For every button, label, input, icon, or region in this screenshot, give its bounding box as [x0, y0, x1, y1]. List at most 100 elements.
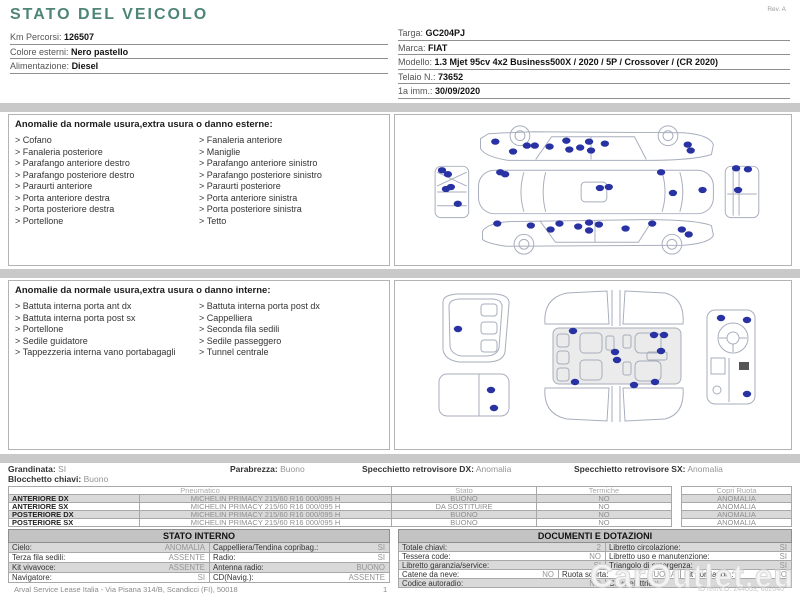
antenna-radio-label: Antenna radio:: [213, 563, 264, 572]
damage-dot: [594, 221, 604, 228]
anomaly-item: > Battuta interna porta post sx: [15, 312, 136, 323]
anomaly-item: > Porta anteriore sinistra: [199, 192, 298, 203]
alimentazione-label: Alimentazione:: [10, 61, 70, 71]
documenti-row: Codice autoradio: NO Cavo elettrico:: [398, 578, 792, 588]
totale-chiavi-label: Totale chiavi:: [402, 542, 448, 552]
documenti-title: DOCUMENTI E DOTAZIONI: [398, 529, 792, 543]
damage-dot: [742, 390, 752, 398]
check-specchietto-dx: Specchietto retrovisore DX: Anomalia: [362, 464, 574, 474]
anomaly-item: > Parafango posteriore destro: [15, 169, 135, 180]
exterior-car-diagram-svg: [434, 125, 760, 255]
info-row-targa: Targa: GC204PJ: [398, 26, 790, 41]
damage-dot: [570, 378, 580, 386]
libretto-uso-label: Libretto uso e manutenzione:: [609, 551, 710, 561]
interior-anomalies-panel: Anomalie da normale usura,extra usura o …: [8, 280, 390, 450]
grandinata-label: Grandinata:: [8, 464, 56, 474]
damage-dot: [565, 146, 574, 153]
damage-dot: [574, 223, 583, 230]
parabrezza-label: Parabrezza:: [230, 464, 278, 474]
separator-bar: [0, 454, 800, 463]
codice-autoradio-value: NO: [526, 578, 606, 588]
document-id: ID ref/N.O. 244053, 602040: [698, 586, 784, 593]
damage-dot: [453, 200, 462, 207]
ruota-scorta-value: BUONA: [631, 569, 681, 579]
damage-dot: [668, 189, 678, 197]
damage-dot: [649, 331, 659, 339]
tire-table: Pneumatico Stato Termiche Copri Ruota AN…: [8, 486, 794, 527]
documenti-row-ruota-scorta: Catene da neve: NO Ruota scorta: BUONA K…: [398, 569, 792, 579]
interior-anomalies-columns: > Battuta interna porta ant dx > Battuta …: [15, 301, 383, 359]
damage-dot: [491, 138, 500, 145]
terza-fila-label: Terza fila sedili:: [12, 553, 66, 562]
colore-value: Nero pastello: [71, 46, 129, 57]
info-row-colore: Colore esterni: Nero pastello: [10, 45, 388, 59]
damage-dot: [743, 166, 753, 173]
catene-neve-value: NO: [479, 569, 559, 579]
damage-dot: [595, 184, 605, 192]
info-row-marca: Marca: FIAT: [398, 41, 790, 55]
cappelliera-value: SI: [377, 543, 385, 552]
tire-position: POSTERIORE SX: [8, 518, 140, 527]
anomaly-item: > Porta anteriore destra: [15, 192, 110, 203]
damage-dot: [586, 147, 596, 154]
info-row-immatricolazione: 1a imm.: 30/09/2020: [398, 84, 790, 99]
documenti-row: Totale chiavi: 2 Libretto circolazione: …: [398, 542, 792, 552]
damage-dot: [610, 348, 620, 356]
damage-dot: [604, 183, 613, 191]
libretto-circolazione-value: SI: [779, 542, 787, 552]
imm-label: 1a imm.:: [398, 86, 433, 96]
cd-navig-label: CD(Navig.):: [213, 573, 254, 582]
cielo-label: Cielo:: [12, 543, 32, 552]
modello-label: Modello:: [398, 57, 433, 67]
damage-dot: [656, 347, 666, 355]
antenna-radio-value: BUONO: [356, 563, 385, 572]
tire-termiche: NO: [536, 518, 672, 527]
anomaly-item: > Paraurti posteriore: [199, 181, 281, 191]
caroutlet-watermark: CarOutlet.eu: [589, 558, 794, 595]
check-grandinata: Grandinata: SI: [8, 464, 230, 474]
damage-dot: [446, 183, 456, 191]
damage-dot: [522, 142, 532, 149]
damage-dot: [486, 386, 496, 394]
damage-dot: [530, 142, 539, 149]
interior-anomalies-col1: > Battuta interna porta ant dx > Battuta …: [15, 301, 199, 359]
exterior-anomalies-columns: > Cofano > Fanaleria posteriore > Parafang…: [15, 135, 383, 227]
kit-vivavoce-label: Kit vivavoce:: [12, 563, 56, 572]
libretto-garanzia-value: SI: [526, 560, 606, 570]
totale-chiavi-value: 2: [526, 542, 606, 552]
ruota-scorta-label: Ruota scorta:: [562, 569, 609, 579]
marca-label: Marca:: [398, 42, 426, 53]
interior-damage-dots: [453, 314, 752, 412]
tire-copri-ruota: ANOMALIA: [681, 518, 792, 527]
damage-dot: [493, 220, 502, 227]
page-title: STATO DEL VEICOLO: [10, 6, 209, 23]
tire-stato: BUONO: [391, 518, 537, 527]
tire-row-posteriore-sx: POSTERIORE SX MICHELIN PRIMACY 215/60 R1…: [8, 518, 794, 527]
interior-car-diagram-svg: [438, 290, 756, 422]
anomaly-item: > Fanaleria anteriore: [199, 135, 283, 145]
anomaly-item: > Sedile passeggero: [199, 335, 282, 346]
damage-dot: [629, 381, 639, 389]
stato-interno-panel: STATO INTERNO Cielo: ANOMALIA Cappellier…: [8, 529, 390, 583]
exterior-anomalies-col1: > Cofano > Fanaleria posteriore > Parafang…: [15, 135, 199, 227]
damage-dot: [731, 165, 741, 172]
libretto-uso-value: SI: [779, 551, 787, 561]
documenti-dotazioni-panel: DOCUMENTI E DOTAZIONI Totale chiavi: 2 L…: [398, 529, 792, 588]
triangolo-label: Triangolo di emergenza:: [609, 560, 693, 570]
damage-dot: [677, 226, 686, 233]
damage-dot: [733, 186, 743, 194]
libretto-circolazione-label: Libretto circolazione:: [609, 542, 681, 552]
targa-label: Targa:: [398, 28, 424, 38]
alimentazione-value: Diesel: [71, 61, 99, 71]
damage-dot: [555, 220, 564, 227]
damage-dot: [621, 225, 630, 232]
anomaly-item: > Parafango posteriore sinistro: [199, 169, 322, 180]
damage-dot: [508, 148, 518, 155]
damage-dot: [584, 138, 594, 145]
anomaly-item: > Parafango anteriore destro: [15, 158, 130, 168]
exterior-damage-diagram: [394, 114, 792, 266]
page-number: 1: [383, 585, 388, 594]
separator-bar: [0, 269, 800, 278]
tessera-code-label: Tessera code:: [402, 551, 451, 561]
